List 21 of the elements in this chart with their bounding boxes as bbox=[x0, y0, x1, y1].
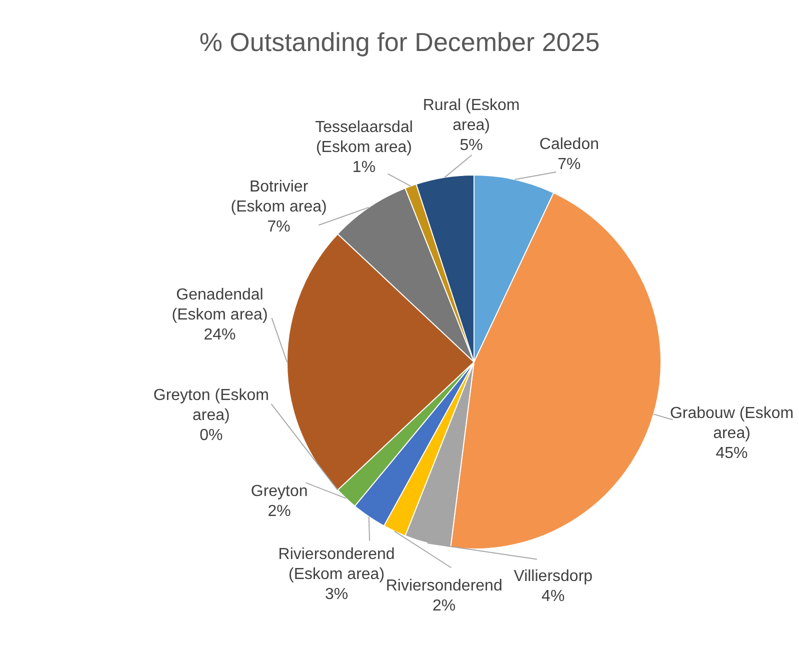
chart-title: % Outstanding for December 2025 bbox=[199, 27, 600, 57]
slice-label: Genadendal (Eskom area) bbox=[172, 286, 268, 324]
data-label: 3% bbox=[324, 586, 348, 604]
text: 0% bbox=[200, 426, 223, 444]
data-label: 4% bbox=[542, 588, 565, 606]
slice-label: Caledon bbox=[539, 136, 599, 153]
data-label: 7% bbox=[558, 156, 581, 173]
slice-label: Grabouw (Eskom area) bbox=[670, 405, 794, 442]
category-label: Greyton (Eskom area) bbox=[153, 386, 269, 424]
slice-label: Botrivier (Eskom area) bbox=[230, 178, 327, 216]
slice-label: Villiersdorp bbox=[514, 568, 593, 586]
slice-label: Tesselaarsdal (Eskom area) bbox=[315, 118, 413, 156]
slice-label: Greyton bbox=[250, 482, 308, 500]
data-label: 5% bbox=[460, 137, 483, 154]
data-label: 1% bbox=[352, 158, 376, 176]
data-label: 45% bbox=[716, 445, 748, 462]
data-label: 2% bbox=[268, 502, 291, 520]
data-label: 2% bbox=[432, 598, 456, 615]
data-label: 7% bbox=[267, 218, 290, 236]
slice-label: Rural (Eskom area) bbox=[422, 97, 520, 134]
data-label: 24% bbox=[204, 326, 236, 344]
